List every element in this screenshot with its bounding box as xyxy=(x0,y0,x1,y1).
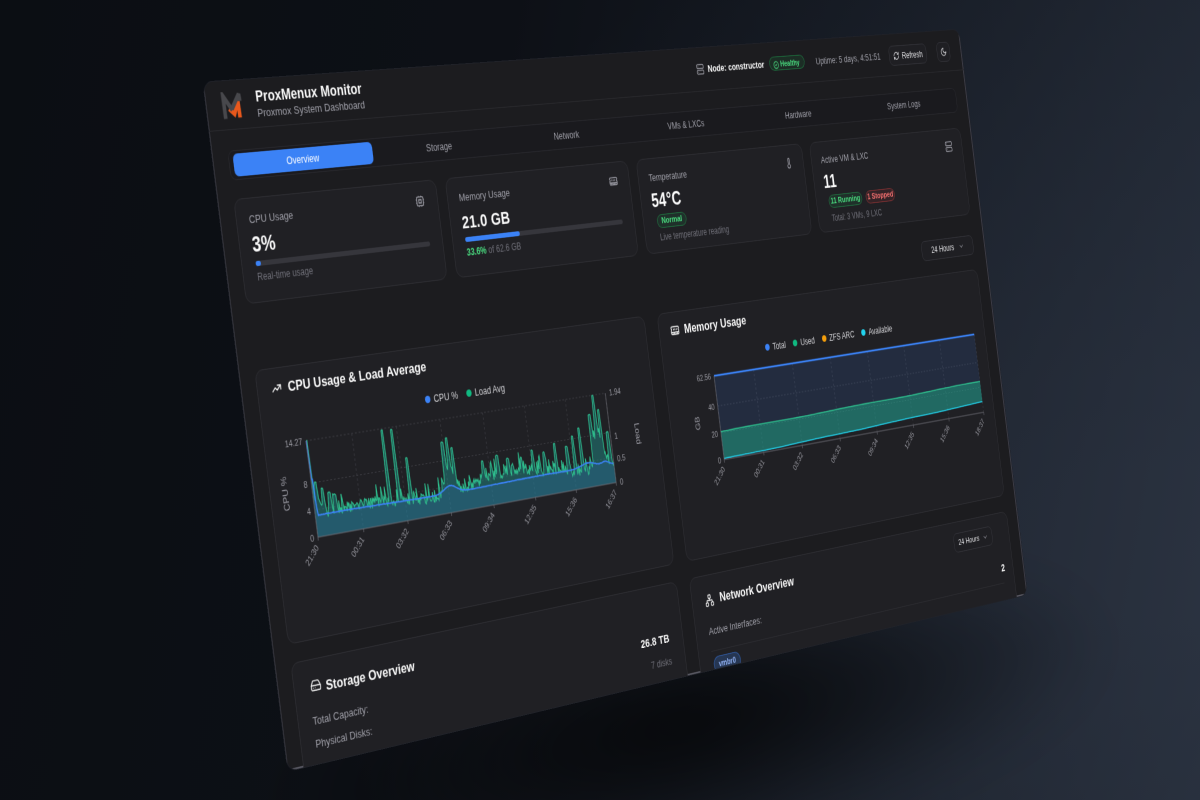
svg-text:15:36: 15:36 xyxy=(939,423,951,444)
svg-text:CPU %: CPU % xyxy=(279,476,292,512)
svg-text:0: 0 xyxy=(310,533,315,545)
svg-text:1.94: 1.94 xyxy=(608,386,621,398)
svg-text:21:30: 21:30 xyxy=(713,464,727,487)
svg-text:00:31: 00:31 xyxy=(349,534,366,559)
svg-text:4: 4 xyxy=(306,506,311,517)
svg-text:03:32: 03:32 xyxy=(394,526,410,551)
svg-text:0.5: 0.5 xyxy=(617,452,627,463)
svg-text:12:35: 12:35 xyxy=(903,430,915,452)
svg-text:1: 1 xyxy=(614,431,619,442)
svg-text:40: 40 xyxy=(708,402,716,413)
svg-text:62.56: 62.56 xyxy=(696,372,712,384)
svg-text:09:34: 09:34 xyxy=(867,436,880,458)
svg-text:14.27: 14.27 xyxy=(284,436,303,450)
svg-text:06:33: 06:33 xyxy=(829,443,842,465)
svg-text:0: 0 xyxy=(717,455,721,465)
svg-text:06:33: 06:33 xyxy=(438,518,454,543)
svg-text:Load: Load xyxy=(632,422,642,445)
svg-text:16:37: 16:37 xyxy=(604,487,619,510)
svg-text:21:30: 21:30 xyxy=(304,543,321,568)
svg-text:18:37: 18:37 xyxy=(974,417,986,438)
svg-text:03:32: 03:32 xyxy=(791,450,804,472)
svg-text:8: 8 xyxy=(303,479,308,490)
svg-text:0: 0 xyxy=(619,476,624,487)
svg-text:15:36: 15:36 xyxy=(564,495,579,519)
svg-text:12:35: 12:35 xyxy=(523,502,538,526)
svg-text:20: 20 xyxy=(711,429,719,440)
svg-text:00:31: 00:31 xyxy=(752,457,765,479)
svg-text:GB: GB xyxy=(694,416,703,431)
svg-text:09:34: 09:34 xyxy=(481,510,497,534)
